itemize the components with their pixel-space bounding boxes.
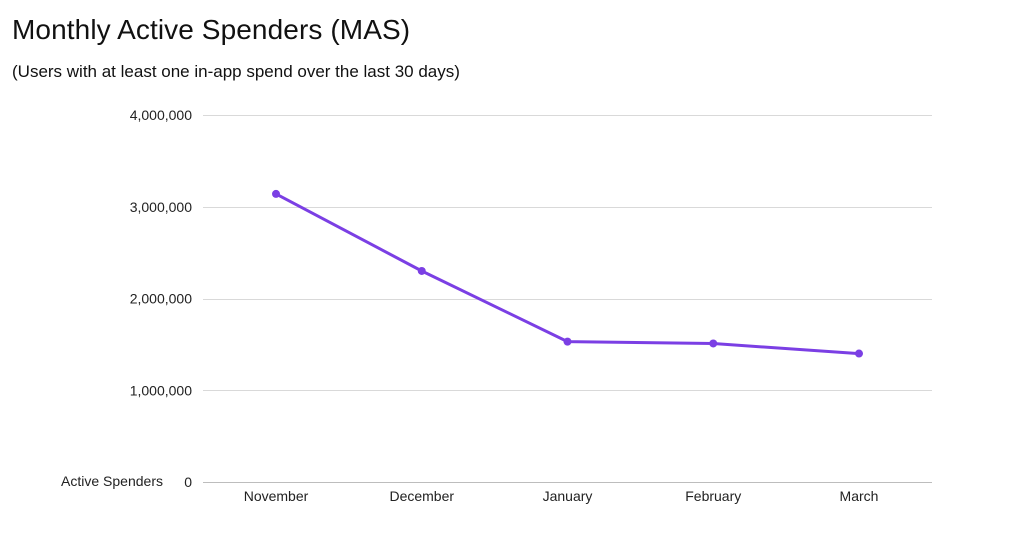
- y-tick-label: 2,000,000: [130, 291, 192, 307]
- data-point[interactable]: [563, 337, 572, 346]
- x-tick-label: December: [389, 488, 454, 504]
- y-tick-label: 4,000,000: [130, 107, 192, 123]
- chart-subtitle: (Users with at least one in-app spend ov…: [12, 62, 460, 81]
- y-axis-ticks: 0 1,000,000 2,000,000 3,000,000 4,000,000: [130, 107, 193, 490]
- data-point[interactable]: [417, 266, 426, 275]
- gridlines: [203, 115, 932, 483]
- x-tick-label: March: [840, 488, 879, 504]
- data-point[interactable]: [272, 189, 280, 198]
- data-point[interactable]: [855, 349, 863, 358]
- x-tick-label: January: [543, 488, 593, 504]
- chart-title: Monthly Active Spenders (MAS): [12, 14, 411, 45]
- y-tick-label: 1,000,000: [130, 382, 192, 398]
- y-axis-label: Active Spenders: [61, 473, 163, 489]
- series-line: [274, 192, 861, 356]
- series-layer: [272, 189, 863, 358]
- x-axis-ticks: November December January February March: [244, 488, 879, 504]
- y-tick-label: 0: [184, 474, 192, 490]
- y-tick-label: 3,000,000: [130, 199, 192, 215]
- x-tick-label: February: [685, 488, 741, 504]
- data-point[interactable]: [709, 339, 718, 348]
- x-tick-label: November: [244, 488, 309, 504]
